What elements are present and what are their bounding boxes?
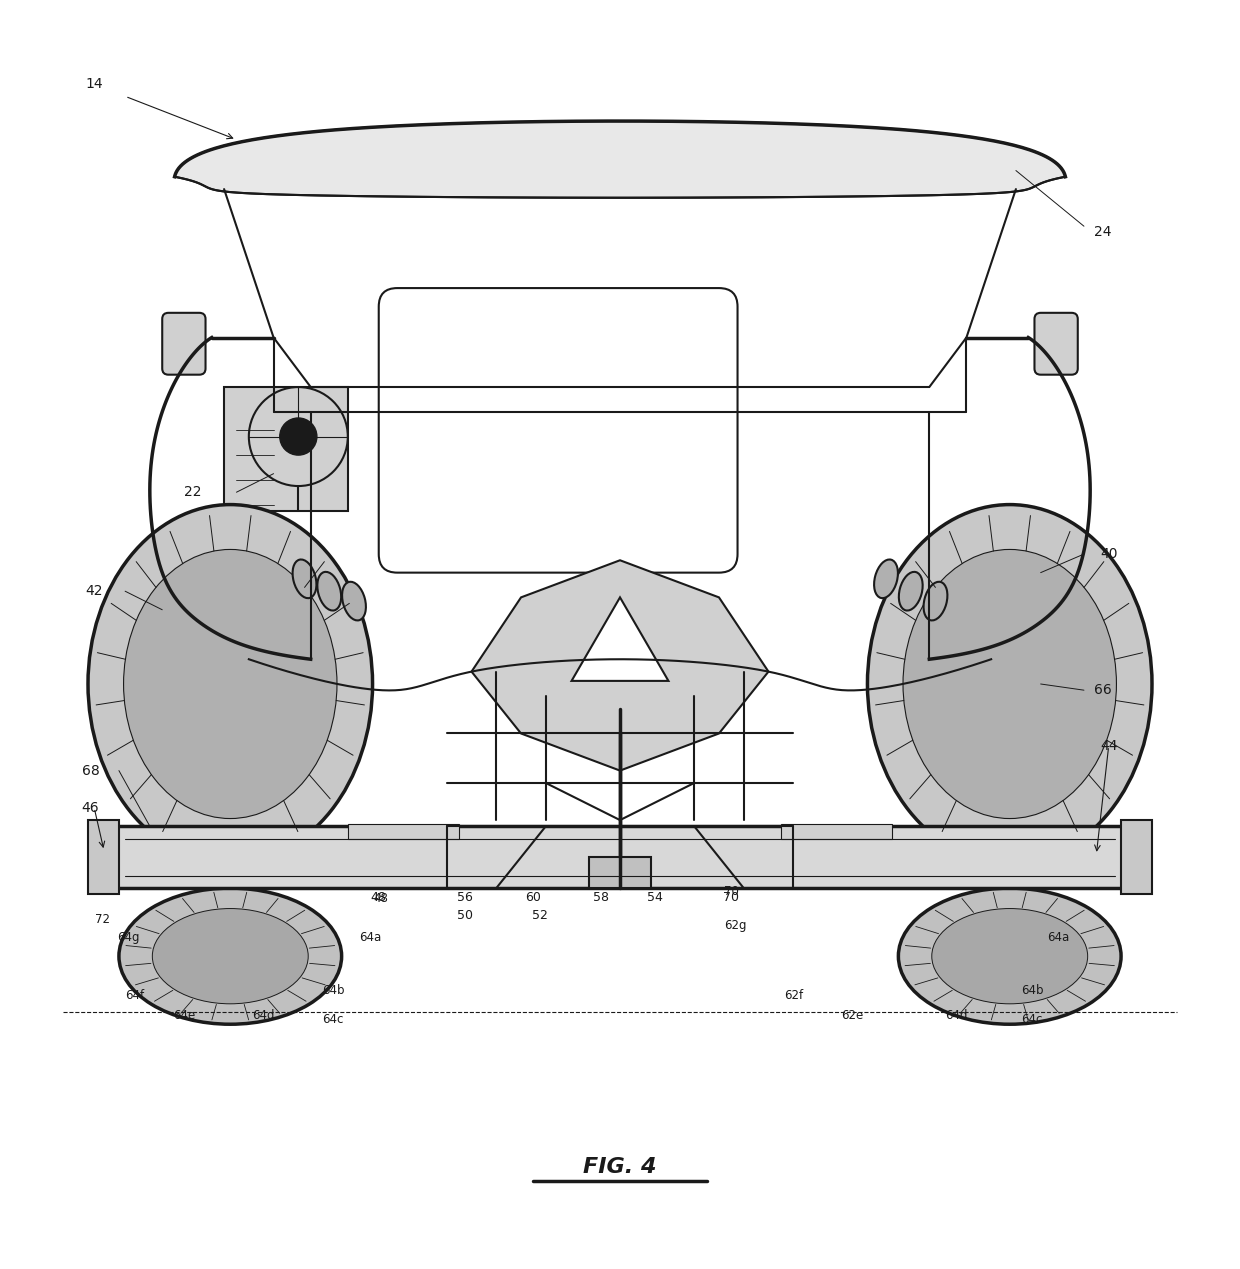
Bar bbox=[88, 820, 119, 895]
Text: 64a: 64a bbox=[358, 931, 381, 944]
Ellipse shape bbox=[124, 549, 337, 819]
Text: 64a: 64a bbox=[1047, 931, 1069, 944]
Text: 42: 42 bbox=[86, 584, 103, 598]
Text: 58: 58 bbox=[594, 891, 609, 904]
Text: 44: 44 bbox=[1100, 739, 1117, 753]
Polygon shape bbox=[471, 561, 769, 770]
Circle shape bbox=[280, 418, 317, 456]
Bar bbox=[589, 857, 651, 888]
Ellipse shape bbox=[924, 581, 947, 621]
Text: 62e: 62e bbox=[842, 1009, 864, 1022]
Text: 14: 14 bbox=[86, 77, 103, 91]
Text: 64b: 64b bbox=[1021, 985, 1043, 997]
Ellipse shape bbox=[119, 888, 342, 1024]
Text: 50: 50 bbox=[458, 909, 474, 923]
Ellipse shape bbox=[317, 572, 341, 610]
Text: 64g: 64g bbox=[118, 931, 140, 944]
Bar bbox=[100, 826, 1140, 888]
Text: 70: 70 bbox=[724, 886, 739, 898]
Ellipse shape bbox=[874, 560, 898, 598]
FancyBboxPatch shape bbox=[162, 313, 206, 374]
Text: 48: 48 bbox=[373, 892, 388, 905]
Ellipse shape bbox=[293, 560, 316, 598]
Ellipse shape bbox=[931, 909, 1087, 1004]
Text: 48: 48 bbox=[371, 891, 387, 904]
Text: 64d: 64d bbox=[945, 1009, 967, 1022]
Text: 40: 40 bbox=[1100, 547, 1117, 561]
Text: 56: 56 bbox=[458, 891, 474, 904]
Text: 72: 72 bbox=[95, 912, 110, 925]
Ellipse shape bbox=[342, 581, 366, 621]
Bar bbox=[224, 387, 347, 511]
Text: 70: 70 bbox=[723, 891, 739, 904]
Text: 64c: 64c bbox=[1022, 1013, 1043, 1025]
Text: 64e: 64e bbox=[174, 1009, 196, 1022]
Text: 64f: 64f bbox=[125, 990, 145, 1003]
FancyBboxPatch shape bbox=[1034, 313, 1078, 374]
Polygon shape bbox=[175, 121, 1065, 198]
Text: 24: 24 bbox=[1094, 226, 1111, 240]
Text: 64b: 64b bbox=[321, 985, 345, 997]
Text: 66: 66 bbox=[1094, 683, 1111, 697]
Text: 68: 68 bbox=[82, 764, 99, 778]
Text: 54: 54 bbox=[647, 891, 662, 904]
Ellipse shape bbox=[868, 505, 1152, 863]
Ellipse shape bbox=[898, 888, 1121, 1024]
Text: 52: 52 bbox=[532, 909, 548, 923]
Text: 22: 22 bbox=[185, 485, 202, 499]
Text: 64d: 64d bbox=[253, 1009, 275, 1022]
Ellipse shape bbox=[88, 505, 372, 863]
Text: 64c: 64c bbox=[322, 1013, 343, 1025]
FancyBboxPatch shape bbox=[378, 288, 738, 572]
Polygon shape bbox=[572, 598, 668, 681]
Text: 60: 60 bbox=[526, 891, 542, 904]
Bar bbox=[347, 824, 459, 839]
Text: 62g: 62g bbox=[724, 919, 746, 931]
Ellipse shape bbox=[903, 549, 1116, 819]
Text: 46: 46 bbox=[82, 801, 99, 815]
Text: FIG. 4: FIG. 4 bbox=[583, 1156, 657, 1176]
Ellipse shape bbox=[899, 572, 923, 610]
Text: 62f: 62f bbox=[784, 990, 802, 1003]
Bar bbox=[1121, 820, 1152, 895]
Bar bbox=[781, 824, 893, 839]
Ellipse shape bbox=[153, 909, 309, 1004]
